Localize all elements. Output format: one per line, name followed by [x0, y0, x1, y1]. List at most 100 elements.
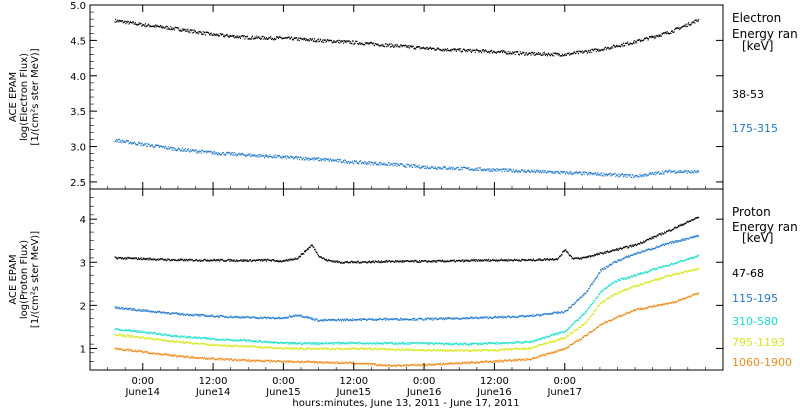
data-point: [222, 33, 224, 35]
data-point: [438, 48, 440, 50]
data-point: [502, 50, 504, 52]
data-point: [200, 32, 202, 34]
data-point: [201, 337, 203, 339]
data-point: [603, 269, 605, 271]
data-point: [519, 315, 521, 317]
data-point: [605, 252, 607, 254]
data-point: [283, 342, 285, 344]
data-point: [398, 319, 400, 321]
data-point: [191, 342, 193, 344]
data-point: [636, 275, 638, 277]
data-point: [619, 279, 621, 281]
data-point: [503, 170, 505, 172]
data-point: [388, 260, 390, 262]
data-point: [124, 141, 126, 143]
data-point: [504, 342, 506, 344]
data-point: [550, 335, 552, 337]
data-point: [415, 48, 417, 50]
data-point: [605, 265, 607, 267]
data-point: [221, 259, 223, 261]
data-point: [187, 336, 189, 338]
data-point: [641, 250, 643, 252]
data-point: [305, 39, 307, 41]
data-point: [422, 319, 424, 321]
data-point: [198, 260, 200, 262]
data-point: [452, 168, 453, 171]
data-point: [291, 315, 293, 318]
data-point: [658, 246, 660, 248]
data-point: [141, 310, 143, 312]
data-point: [625, 245, 627, 248]
data-point: [455, 317, 457, 319]
data-point: [412, 260, 414, 262]
data-point: [274, 154, 276, 156]
data-point: [459, 50, 461, 52]
data-point: [199, 31, 201, 33]
data-point: [195, 313, 197, 316]
data-point: [302, 316, 303, 318]
data-point: [629, 245, 631, 247]
data-point: [212, 34, 214, 37]
data-point: [134, 22, 136, 24]
data-point: [150, 144, 152, 147]
data-point: [421, 318, 422, 320]
data-point: [414, 164, 415, 166]
data-point: [434, 261, 436, 263]
data-point: [178, 148, 180, 150]
data-point: [570, 255, 572, 257]
data-point: [287, 260, 289, 262]
data-point: [648, 269, 650, 271]
data-point: [146, 337, 148, 339]
data-point: [239, 154, 241, 156]
data-point: [697, 236, 698, 238]
data-point: [435, 168, 437, 170]
data-point: [557, 257, 559, 259]
data-point: [605, 267, 607, 270]
data-point: [441, 49, 443, 51]
data-point: [560, 331, 562, 334]
data-point: [159, 258, 161, 261]
data-point: [395, 163, 396, 165]
data-point: [593, 281, 595, 283]
data-point: [171, 28, 172, 30]
data-point: [296, 37, 298, 39]
data-point: [245, 316, 246, 319]
data-point: [147, 331, 149, 333]
data-point: [484, 259, 486, 261]
data-point: [301, 253, 303, 255]
data-point: [297, 257, 299, 260]
data-point: [634, 41, 636, 43]
data-point: [147, 257, 149, 260]
data-point: [324, 258, 326, 261]
data-point: [244, 154, 246, 156]
data-point: [428, 342, 429, 344]
data-point: [498, 51, 500, 53]
data-point: [536, 169, 538, 172]
data-point: [474, 317, 476, 319]
data-point: [658, 171, 660, 173]
data-point: [469, 343, 471, 345]
data-point: [255, 346, 257, 348]
data-point: [203, 33, 205, 35]
data-point: [307, 248, 308, 250]
data-point: [680, 223, 682, 225]
data-point: [602, 290, 603, 292]
data-point: [344, 318, 346, 320]
data-point: [319, 160, 321, 162]
electron-ytick-label: 4.0: [70, 72, 86, 83]
data-point: [669, 230, 671, 232]
data-point: [372, 260, 374, 262]
data-point: [257, 346, 258, 348]
data-point: [408, 260, 410, 263]
data-point: [395, 317, 397, 319]
data-point: [258, 346, 260, 348]
data-point: [212, 314, 214, 316]
data-point: [431, 47, 433, 49]
data-point: [179, 341, 181, 343]
data-point: [128, 143, 130, 145]
data-point: [600, 269, 602, 271]
data-point: [170, 259, 172, 262]
data-point: [357, 318, 359, 321]
data-point: [569, 254, 571, 256]
data-point: [379, 261, 381, 263]
